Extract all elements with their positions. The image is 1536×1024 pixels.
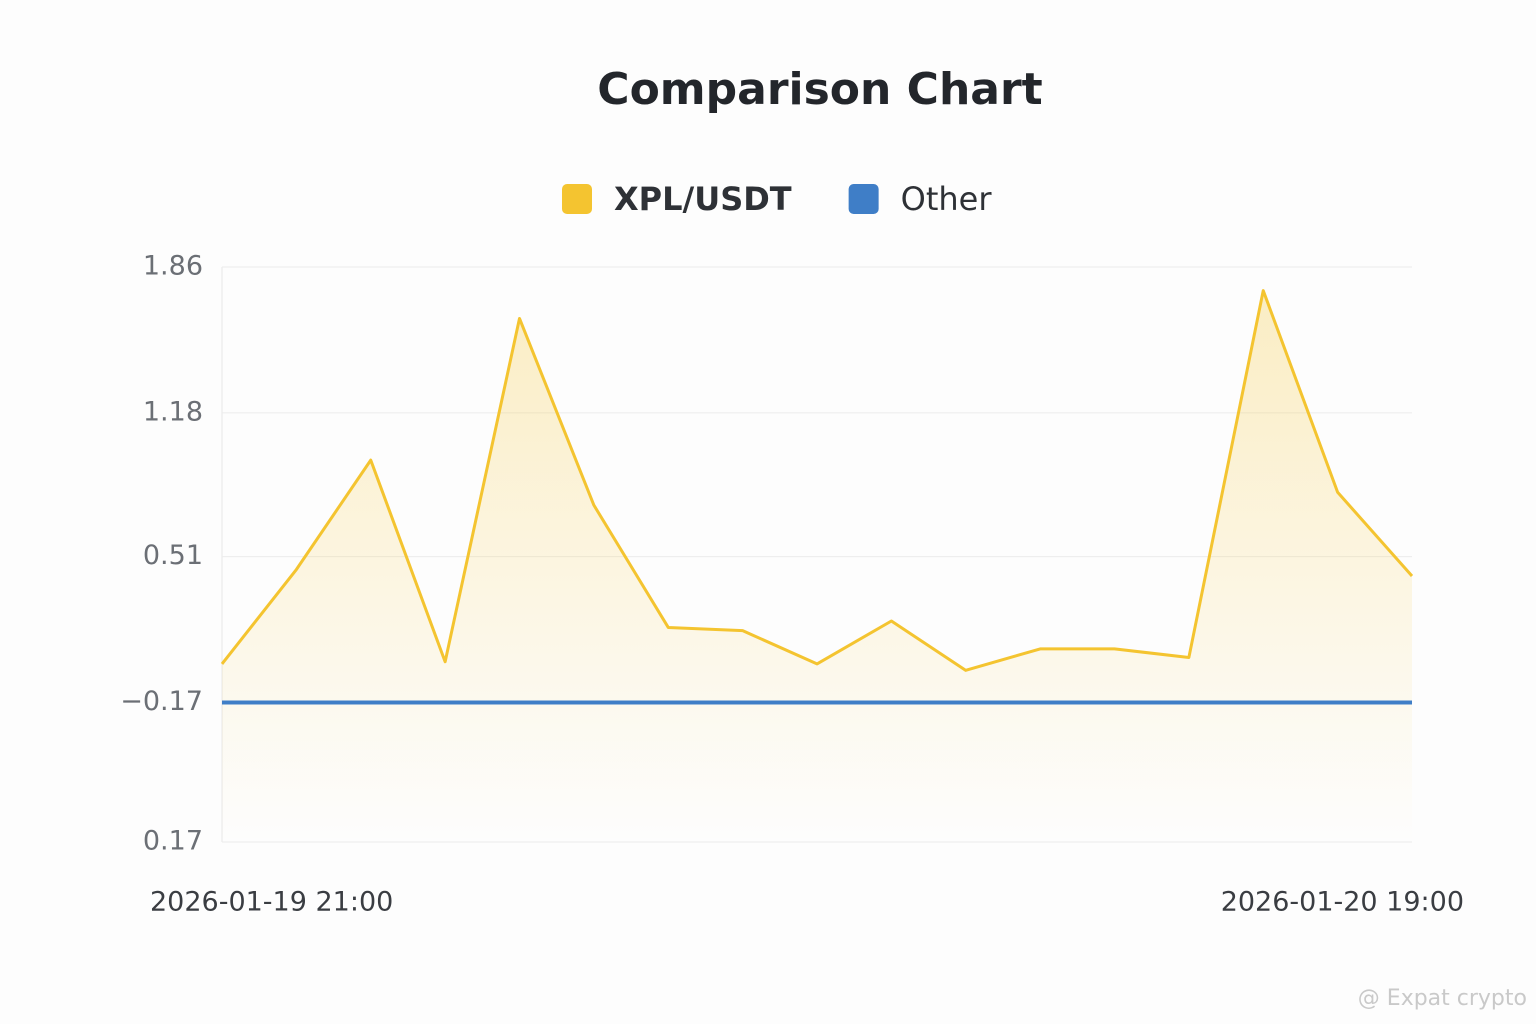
y-tick-label: 1.86 <box>143 251 203 282</box>
watermark: @ Expat crypto <box>1358 986 1527 1011</box>
x-tick-label: 2026-01-20 19:00 <box>1221 887 1464 918</box>
y-tick-label: 0.17 <box>143 826 203 857</box>
y-tick-label: 0.51 <box>143 540 203 571</box>
y-tick-label: −0.17 <box>120 686 203 717</box>
chart-title: Comparison Chart <box>597 64 1042 115</box>
legend-swatch <box>562 184 592 214</box>
legend-swatch <box>848 184 879 214</box>
series-line <box>220 289 1414 672</box>
legend-label: XPL/USDT <box>614 180 792 218</box>
x-tick-label: 2026-01-19 21:00 <box>150 887 393 918</box>
y-tick-label: 1.18 <box>143 396 203 427</box>
legend-label: Other <box>901 180 993 218</box>
area-fill <box>222 290 1412 843</box>
